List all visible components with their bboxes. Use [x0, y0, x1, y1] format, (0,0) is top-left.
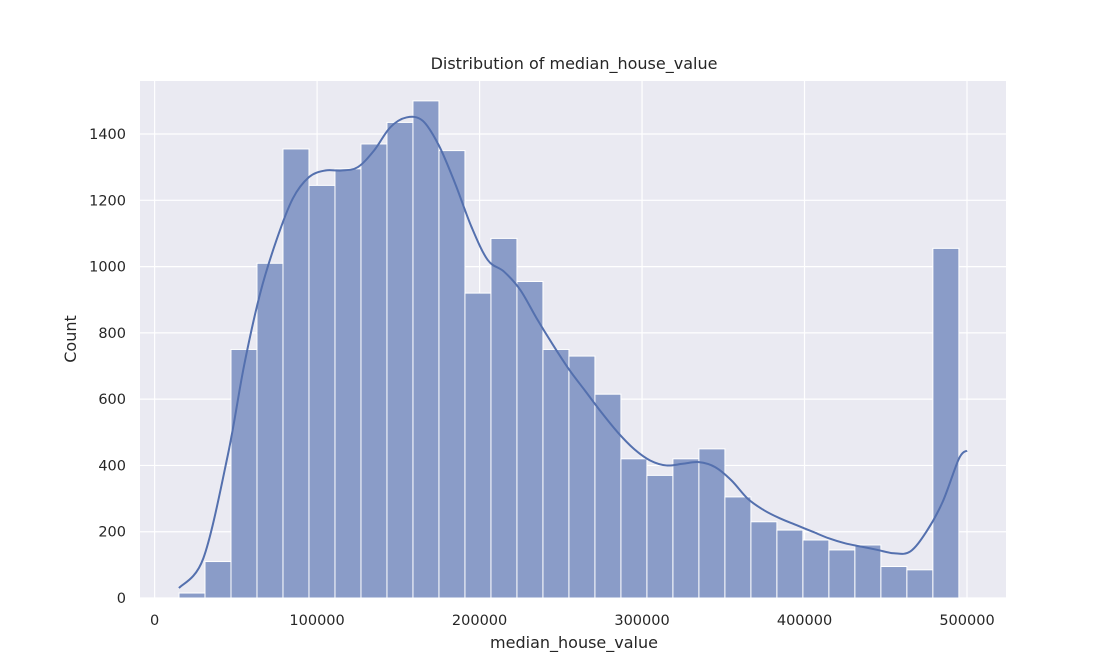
- y-tick-label: 400: [98, 458, 126, 474]
- histogram-bar: [750, 521, 778, 599]
- histogram-bar: [516, 281, 544, 599]
- y-axis-title: Count: [61, 315, 80, 363]
- x-tick-label: 200000: [452, 613, 507, 629]
- histogram-bar: [672, 458, 700, 599]
- y-tick-labels: 0 200 400 600 800 1000 1200 1400: [89, 127, 126, 607]
- histogram-bar: [906, 569, 934, 599]
- histogram-bar: [568, 355, 596, 599]
- x-tick-label: 0: [150, 613, 159, 629]
- x-tick-label: 500000: [939, 613, 994, 629]
- kde-curve-layer: [178, 115, 968, 589]
- y-tick-label: 1000: [89, 260, 126, 276]
- histogram-bar: [828, 549, 856, 599]
- histogram-bar: [230, 348, 258, 599]
- histogram-bar: [464, 292, 492, 599]
- histogram-bars: [178, 100, 960, 599]
- histogram-bar: [360, 143, 388, 599]
- histogram-bar: [334, 168, 362, 599]
- histogram-bar: [724, 496, 752, 599]
- histogram-bar: [386, 121, 414, 599]
- x-tick-label: 100000: [289, 613, 344, 629]
- histogram-bar: [776, 529, 804, 599]
- histogram-bar: [542, 348, 570, 599]
- x-tick-label: 400000: [777, 613, 832, 629]
- histogram-bar: [802, 539, 830, 599]
- kde-curve: [178, 115, 968, 589]
- histogram-bar: [256, 262, 284, 599]
- histogram-bar: [594, 393, 622, 599]
- histogram-bar: [932, 247, 960, 599]
- histogram-bar: [620, 458, 648, 599]
- y-tick-label: 0: [117, 591, 126, 607]
- histogram-bar: [412, 100, 440, 599]
- x-tick-label: 300000: [614, 613, 669, 629]
- chart-title: Distribution of median_house_value: [431, 54, 718, 74]
- histogram-bar: [282, 148, 310, 599]
- x-tick-labels: 0 100000 200000 300000 400000 500000: [150, 613, 995, 629]
- y-tick-label: 200: [98, 525, 126, 541]
- y-tick-label: 1400: [89, 127, 126, 143]
- y-tick-label: 600: [98, 392, 126, 408]
- x-axis-title: median_house_value: [490, 633, 658, 653]
- histogram-bar: [880, 566, 908, 599]
- histogram-bar: [490, 237, 518, 599]
- y-tick-label: 1200: [89, 193, 126, 209]
- histogram-bar: [204, 561, 232, 599]
- histogram-bar: [646, 474, 674, 599]
- histogram-bar: [178, 592, 206, 599]
- histogram-bar: [854, 544, 882, 599]
- y-tick-label: 800: [98, 326, 126, 342]
- histogram-bar: [308, 184, 336, 599]
- histogram-bar: [438, 150, 466, 599]
